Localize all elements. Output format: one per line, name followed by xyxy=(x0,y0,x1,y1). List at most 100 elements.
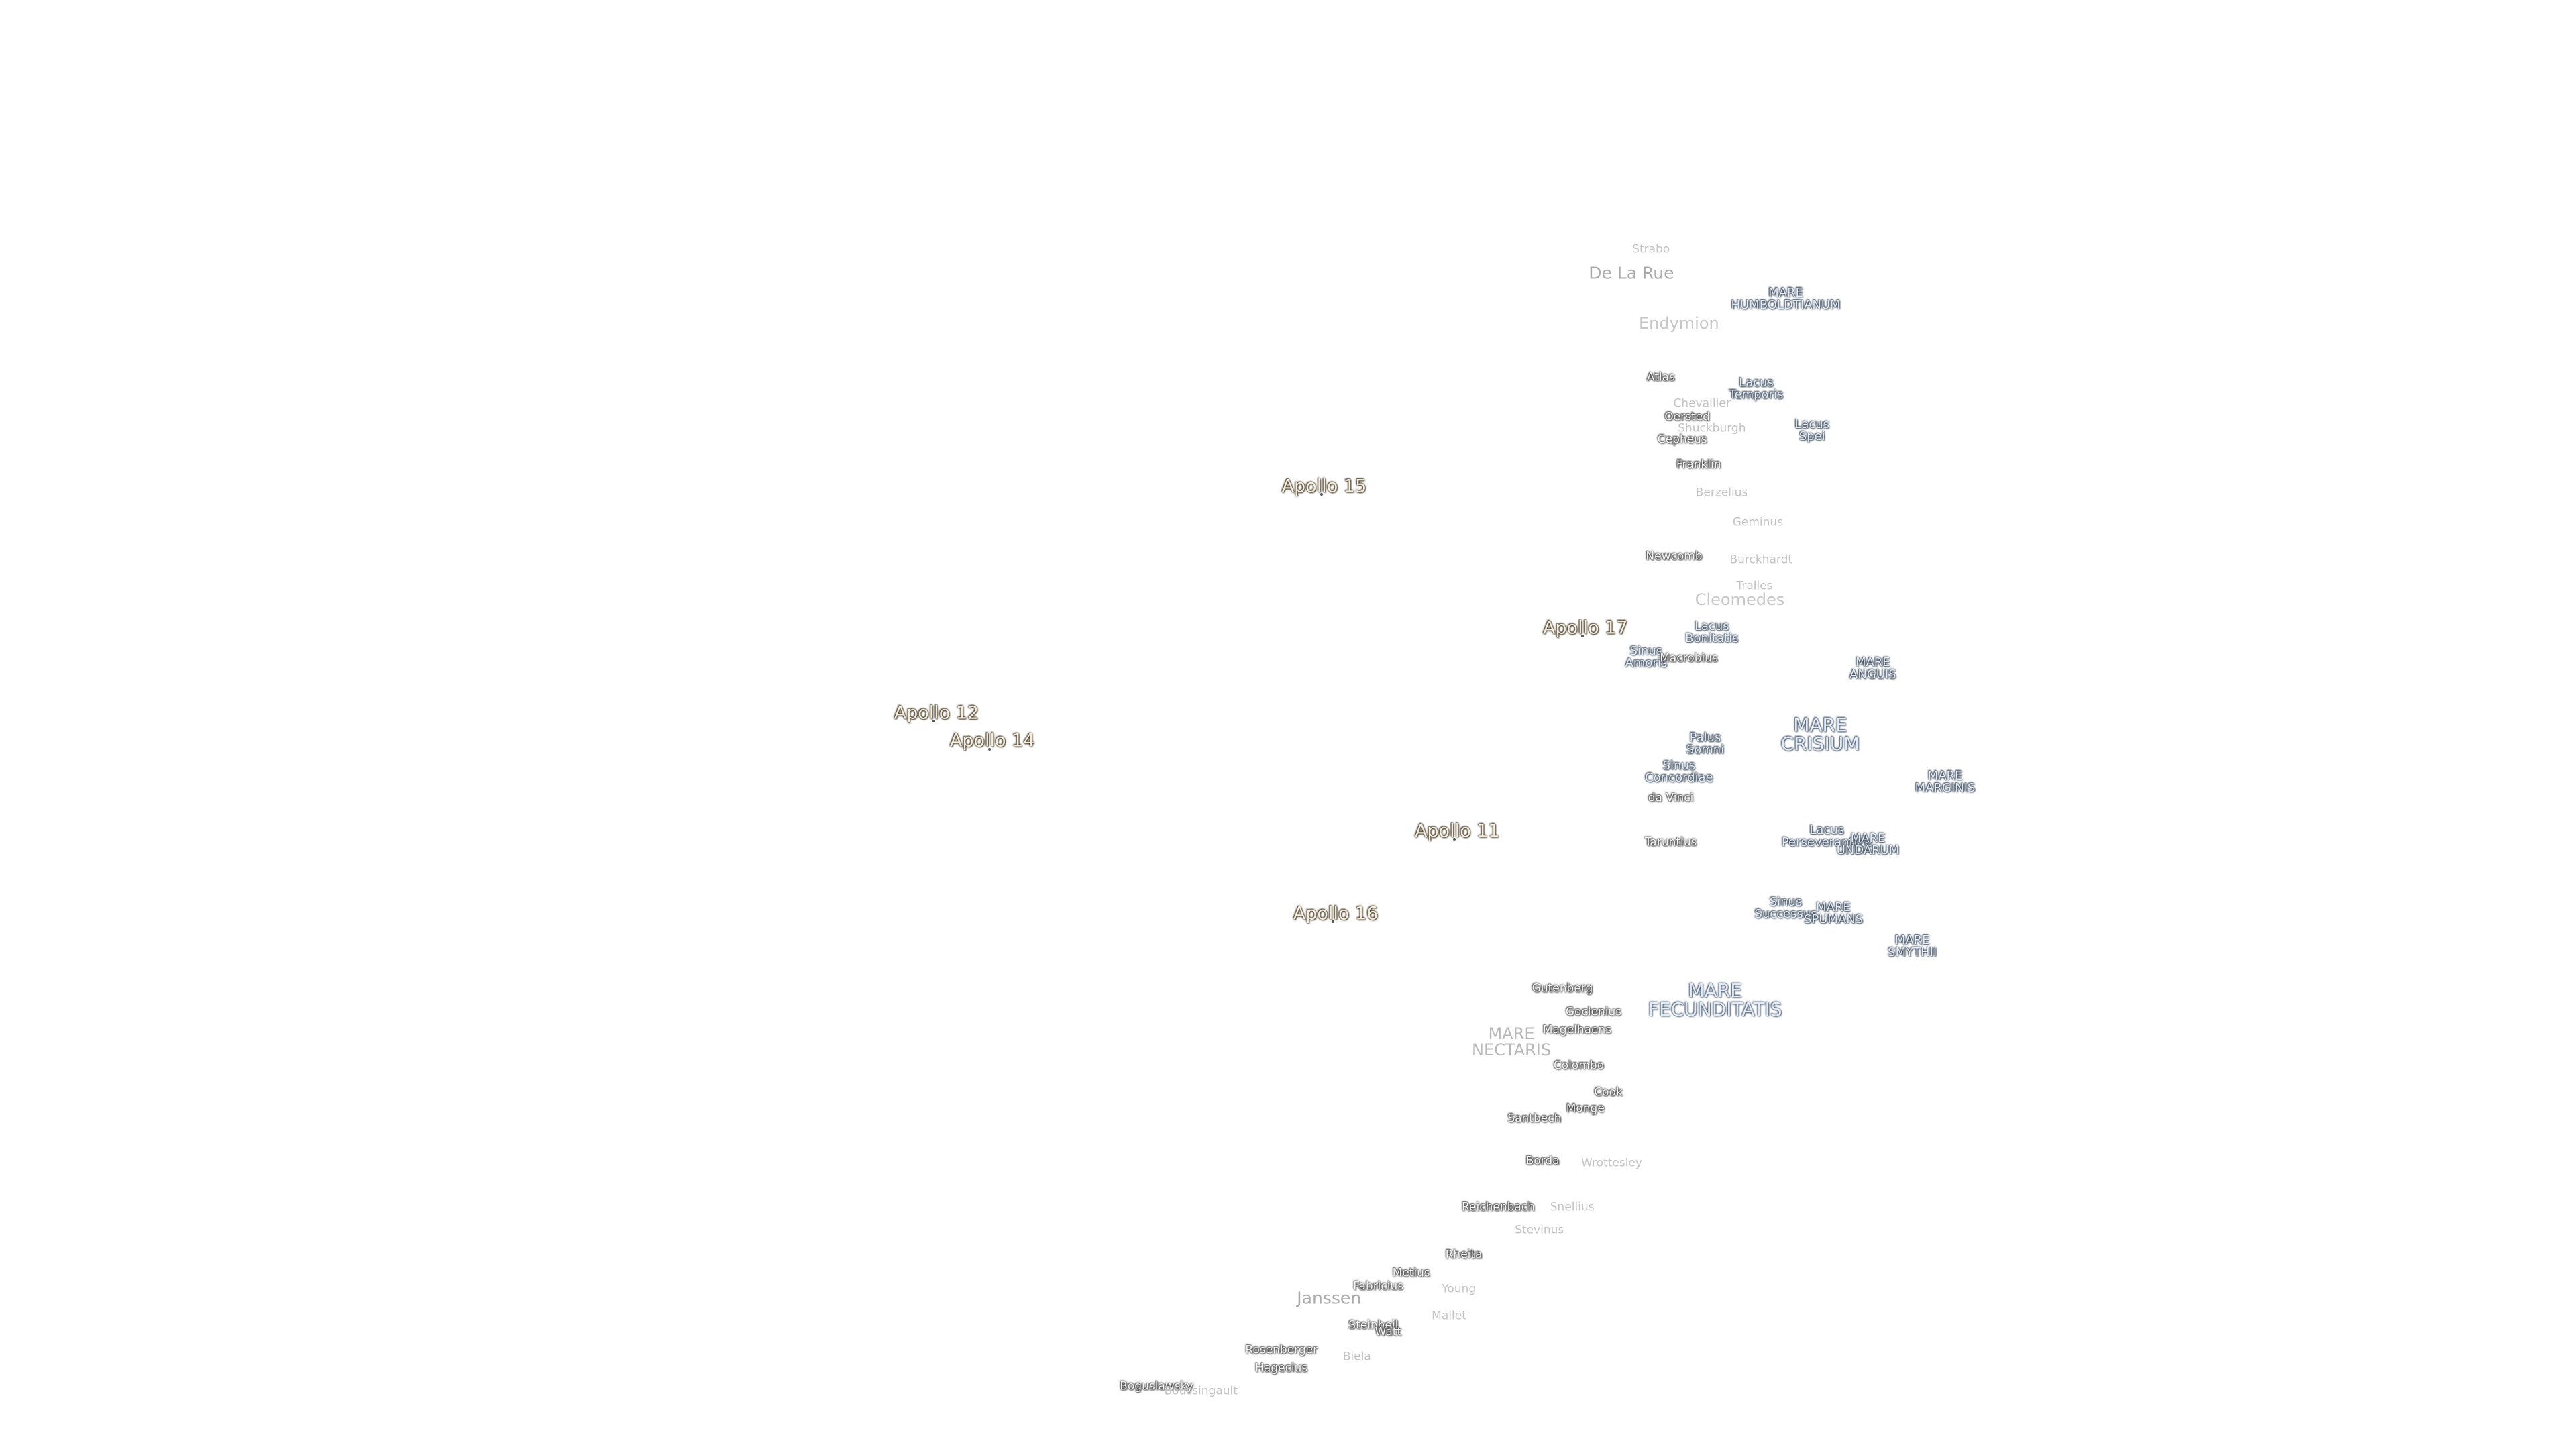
feature-label: Lacus Spei xyxy=(1794,417,1830,443)
crater-label: Macrobius xyxy=(1660,653,1718,665)
label-line: Apollo 15 xyxy=(1281,476,1367,497)
landing-site-label: Apollo 17 xyxy=(1543,619,1628,637)
label-line: da Vinci xyxy=(1648,791,1694,805)
crater-label: da Vinci xyxy=(1648,791,1694,805)
label-line: Concordiae xyxy=(1645,771,1713,786)
crater-label: Rosenberger xyxy=(1245,1343,1318,1357)
feature-label: MARE MARGINIS xyxy=(1915,769,1976,794)
landing-site-marker xyxy=(932,720,935,723)
feature-label: Sinus Concordiae xyxy=(1645,760,1713,784)
label-line: Cook xyxy=(1594,1085,1623,1099)
crater-label: Stevinus xyxy=(1515,1224,1564,1236)
label-line: Somni xyxy=(1686,743,1725,757)
label-line: HUMBOLDTIANUM xyxy=(1731,297,1841,312)
label-line: Perseverantiae xyxy=(1781,835,1872,849)
label-line: Lacus xyxy=(1809,822,1845,837)
label-line: Lacus xyxy=(1739,376,1774,390)
label-line: Tralles xyxy=(1736,579,1773,593)
feature-label: MARE ANGUIS xyxy=(1849,655,1896,682)
label-line: Spei xyxy=(1799,429,1825,443)
label-line: MARE xyxy=(1688,979,1742,1002)
crater-label: Cleomedes xyxy=(1695,592,1785,608)
crater-label: Berzelius xyxy=(1696,487,1748,498)
landing-site-label: Apollo 14 xyxy=(950,732,1035,750)
crater-label: MARE NECTARIS xyxy=(1472,1026,1551,1058)
crater-label: Newcomb xyxy=(1646,551,1702,563)
label-line: MARE xyxy=(1894,932,1930,947)
crater-label: Franklin xyxy=(1676,459,1721,471)
label-line: UNDARUM xyxy=(1836,843,1900,857)
label-line: Magelhaens xyxy=(1542,1023,1612,1036)
landing-site-marker xyxy=(1581,634,1585,637)
label-line: Metius xyxy=(1392,1266,1430,1280)
feature-label: MARE FECUNDITATIS xyxy=(1648,981,1782,1019)
label-line: Hagecius xyxy=(1255,1361,1308,1375)
label-line: MARE xyxy=(1850,830,1886,845)
landing-site-label: Apollo 12 xyxy=(894,704,979,722)
crater-label: Burckhardt xyxy=(1729,553,1793,567)
landing-site-marker xyxy=(988,747,991,751)
crater-label: Snellius xyxy=(1550,1201,1595,1214)
feature-label: Sinus Amoris xyxy=(1625,645,1668,669)
crater-label: Santbech xyxy=(1507,1113,1561,1124)
label-line: Burckhardt xyxy=(1729,553,1793,567)
crater-label: Hagecius xyxy=(1255,1361,1308,1375)
label-line: Colombo xyxy=(1553,1059,1605,1073)
landing-site-marker xyxy=(1332,920,1335,923)
label-line: SPUMANS xyxy=(1803,912,1864,926)
crater-label: De La Rue xyxy=(1589,264,1674,281)
crater-label: Atlas xyxy=(1647,372,1675,384)
label-line: Berzelius xyxy=(1695,486,1748,500)
label-line: Atlas xyxy=(1646,370,1675,384)
label-line: Monge xyxy=(1566,1102,1605,1116)
crater-label: Young xyxy=(1442,1283,1476,1295)
label-line: Mallet xyxy=(1432,1309,1466,1323)
label-line: Geminus xyxy=(1732,515,1784,529)
crater-label: Boguslawsky xyxy=(1120,1381,1193,1392)
label-line: Successus xyxy=(1754,907,1817,922)
crater-label: Steinheil xyxy=(1348,1320,1398,1332)
label-line: Shuckburgh xyxy=(1678,421,1746,435)
feature-label: MARE HUMBOLDTIANUM xyxy=(1731,285,1841,312)
landing-site-label: Apollo 15 xyxy=(1282,477,1367,495)
feature-label: MARE SPUMANS xyxy=(1803,901,1864,926)
label-line: Santbech xyxy=(1507,1112,1562,1126)
label-line: Boguslawsky xyxy=(1120,1379,1193,1393)
label-line: Janssen xyxy=(1297,1288,1362,1308)
label-line: MARE xyxy=(1488,1024,1535,1043)
label-line: Cleomedes xyxy=(1695,590,1785,609)
landing-site-marker xyxy=(1453,838,1456,841)
label-line: Bonitatis xyxy=(1685,631,1739,645)
label-line: Fabricius xyxy=(1353,1279,1404,1293)
crater-label: Monge xyxy=(1566,1102,1605,1116)
label-line: Apollo 17 xyxy=(1542,617,1628,638)
crater-label: Colombo xyxy=(1553,1059,1605,1073)
label-line: Watt xyxy=(1375,1325,1402,1339)
label-line: Rosenberger xyxy=(1245,1343,1318,1357)
crater-label: Borda xyxy=(1525,1154,1560,1168)
crater-label: Taruntius xyxy=(1645,837,1697,849)
label-line: MARE xyxy=(1768,285,1803,300)
crater-label: Gutenberg xyxy=(1532,983,1593,995)
label-line: Boussingault xyxy=(1164,1384,1238,1398)
label-line: Sinus xyxy=(1629,643,1663,658)
label-line: Apollo 11 xyxy=(1414,820,1500,842)
crater-label: Reichenbach xyxy=(1462,1200,1535,1214)
landing-site-label: Apollo 16 xyxy=(1293,904,1379,922)
label-line: Borda xyxy=(1525,1154,1560,1168)
feature-label: Lacus Bonitatis xyxy=(1685,620,1739,645)
label-line: Reichenbach xyxy=(1462,1200,1535,1214)
label-line: Macrobius xyxy=(1660,651,1718,665)
crater-label: Tralles xyxy=(1736,579,1773,593)
label-line: ANGUIS xyxy=(1849,667,1896,682)
label-line: Apollo 12 xyxy=(894,702,979,724)
label-line: Amoris xyxy=(1625,655,1668,670)
label-line: Rheita xyxy=(1445,1248,1483,1262)
crater-label: Endymion xyxy=(1639,315,1719,331)
label-line: MARE xyxy=(1855,655,1890,669)
label-line: Sinus xyxy=(1769,895,1803,910)
label-line: Lacus xyxy=(1794,417,1830,431)
crater-label: Geminus xyxy=(1733,517,1783,528)
crater-label: Oersted xyxy=(1664,411,1710,423)
